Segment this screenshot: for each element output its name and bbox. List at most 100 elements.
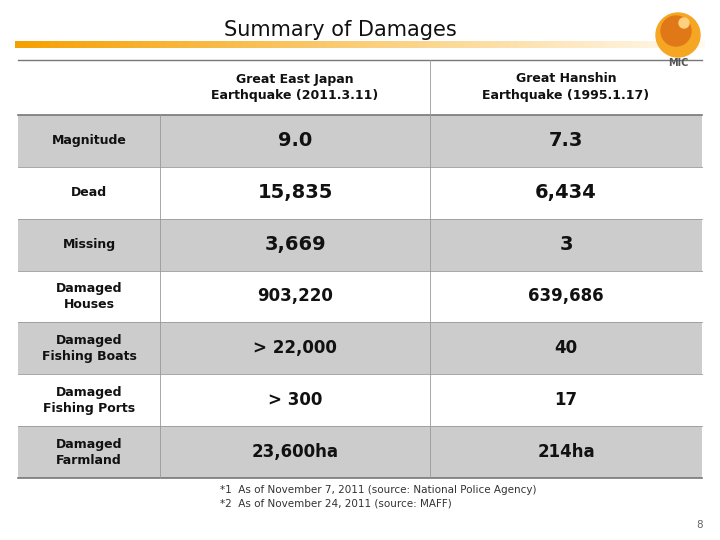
Bar [614, 41, 615, 48]
Bar [287, 41, 288, 48]
Bar [250, 41, 251, 48]
Bar [372, 41, 373, 48]
Bar [93, 41, 94, 48]
Bar [236, 41, 237, 48]
Bar [258, 41, 259, 48]
Bar [472, 41, 473, 48]
Bar [460, 41, 462, 48]
Bar [696, 41, 697, 48]
Bar [541, 41, 542, 48]
Bar [613, 41, 614, 48]
Bar [370, 41, 372, 48]
Bar [59, 41, 60, 48]
Bar [625, 41, 626, 48]
Bar [442, 41, 444, 48]
Bar [445, 41, 446, 48]
Bar [663, 41, 665, 48]
Bar [534, 41, 535, 48]
Bar [139, 41, 140, 48]
Bar [551, 41, 552, 48]
Bar [364, 41, 365, 48]
Bar [29, 41, 30, 48]
Text: Summary of Damages: Summary of Damages [224, 20, 456, 40]
Bar [237, 41, 238, 48]
Circle shape [656, 13, 700, 57]
Bar [689, 41, 690, 48]
Circle shape [661, 16, 691, 46]
Bar [317, 41, 318, 48]
Bar [571, 41, 572, 48]
Bar [315, 41, 316, 48]
Bar [668, 41, 669, 48]
Bar [607, 41, 608, 48]
Bar [46, 41, 48, 48]
Bar [520, 41, 521, 48]
Bar [380, 41, 381, 48]
Bar [69, 41, 71, 48]
Text: 9.0: 9.0 [278, 131, 312, 151]
Bar [608, 41, 609, 48]
Bar [147, 41, 148, 48]
Bar [77, 41, 78, 48]
Bar [21, 41, 22, 48]
Bar [564, 41, 565, 48]
Bar [554, 41, 555, 48]
Bar [60, 41, 61, 48]
Bar [209, 41, 210, 48]
Bar [18, 41, 19, 48]
Bar [282, 41, 283, 48]
Bar [662, 41, 663, 48]
Bar [682, 41, 683, 48]
Bar [270, 41, 271, 48]
Bar [529, 41, 530, 48]
Bar [65, 41, 66, 48]
Bar [624, 41, 625, 48]
Bar [149, 41, 150, 48]
Bar [217, 41, 218, 48]
Bar [402, 41, 403, 48]
Bar [616, 41, 617, 48]
Bar [464, 41, 465, 48]
Bar [333, 41, 334, 48]
Bar [489, 41, 490, 48]
Bar [299, 41, 300, 48]
Bar [249, 41, 251, 48]
Bar [25, 41, 26, 48]
Bar [120, 41, 121, 48]
Bar [573, 41, 575, 48]
Bar [690, 41, 691, 48]
Bar [670, 41, 671, 48]
Bar [239, 41, 240, 48]
Bar [620, 41, 621, 48]
Bar [302, 41, 303, 48]
Bar [51, 41, 53, 48]
Bar [314, 41, 315, 48]
Text: Dead: Dead [71, 186, 107, 199]
Bar [475, 41, 476, 48]
Bar [492, 41, 493, 48]
Bar [631, 41, 632, 48]
Bar [697, 41, 698, 48]
Bar [438, 41, 439, 48]
Bar [490, 41, 491, 48]
Bar [116, 41, 117, 48]
Bar [584, 41, 585, 48]
Bar [643, 41, 644, 48]
Bar [540, 41, 541, 48]
Bar [255, 41, 256, 48]
Bar [67, 41, 68, 48]
Bar [550, 41, 552, 48]
Bar [612, 41, 613, 48]
Bar [156, 41, 157, 48]
Bar [546, 41, 547, 48]
Bar [515, 41, 516, 48]
Bar [49, 41, 50, 48]
Text: Damaged
Fishing Ports: Damaged Fishing Ports [43, 386, 135, 415]
Bar [76, 41, 77, 48]
Bar [224, 41, 225, 48]
Bar [260, 41, 261, 48]
Bar [667, 41, 668, 48]
Bar [567, 41, 568, 48]
Bar [242, 41, 243, 48]
Bar [304, 41, 305, 48]
